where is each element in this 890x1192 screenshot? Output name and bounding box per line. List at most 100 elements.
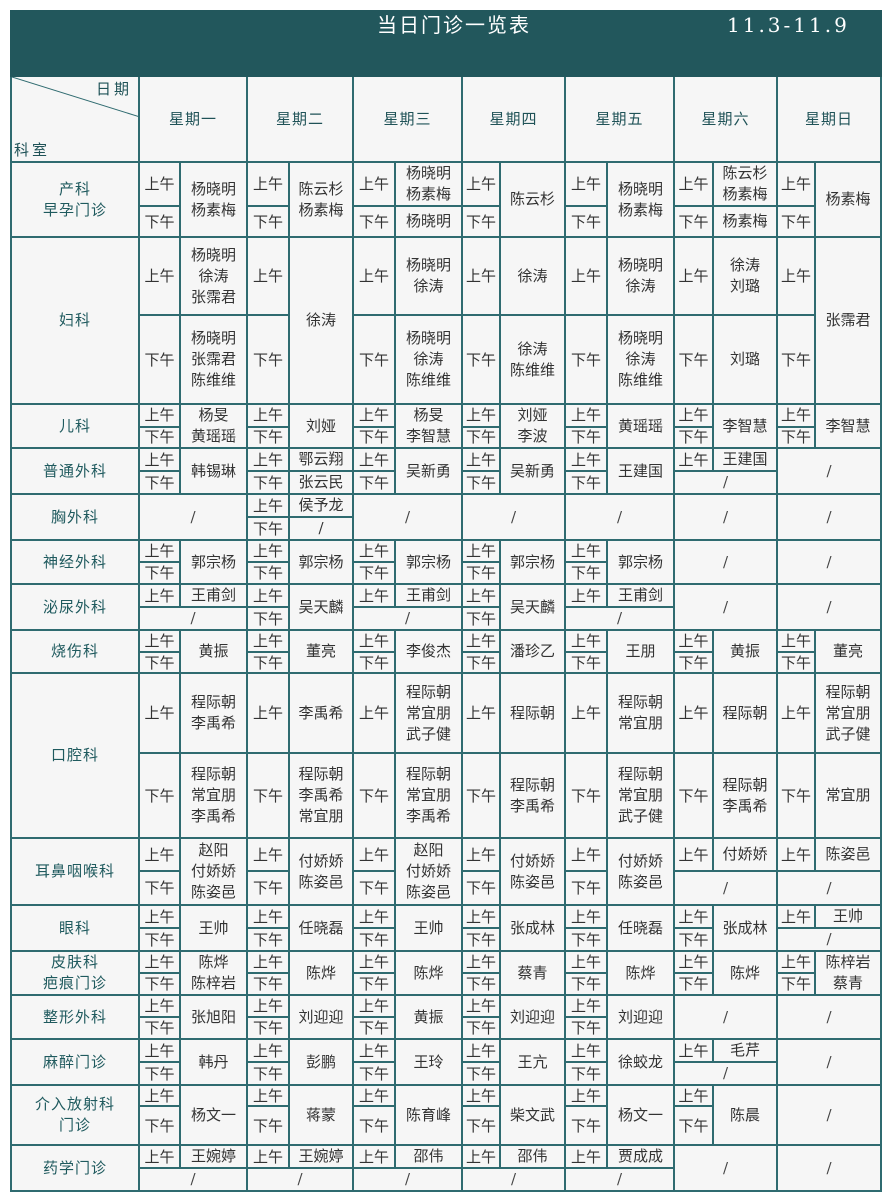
department-name: 神经外科 xyxy=(10,539,140,585)
day-header: 星期二 xyxy=(246,75,354,163)
am-doctor-names: 王甫剑 xyxy=(606,583,675,608)
dept-row-pm: 下午 下午 下午 下午 下午 下午 下午 xyxy=(11,425,881,449)
doctor-names: 杨旻 李智慧 xyxy=(394,403,463,449)
am-label: 上午 xyxy=(246,493,290,518)
am-label: 上午 xyxy=(138,672,181,754)
am-label: 上午 xyxy=(461,672,501,754)
am-label: 上午 xyxy=(352,904,396,929)
am-doctor-names: 程际朝 xyxy=(499,672,566,754)
am-label: 上午 xyxy=(246,629,290,653)
no-clinic-mark: / xyxy=(138,1167,248,1192)
doctor-names: 赵阳 付娇娇 陈姿邑 xyxy=(179,837,248,906)
pm-label: 下午 xyxy=(246,314,290,405)
dept-row-pm: 下午 下午 下午 下午 下午 xyxy=(11,1016,881,1040)
am-label: 上午 xyxy=(352,1038,396,1063)
date-range: 11.3-11.9 xyxy=(727,13,850,37)
am-label: 上午 xyxy=(352,837,396,872)
doctor-names: 杨文一 xyxy=(179,1084,248,1146)
doctor-names: 董亮 xyxy=(813,629,883,674)
am-label: 上午 xyxy=(461,447,501,472)
no-clinic-mark: / xyxy=(673,1061,778,1086)
pm-label: 下午 xyxy=(246,470,290,495)
pm-label: 下午 xyxy=(461,205,501,238)
doctor-names: 陈云杉 杨素梅 xyxy=(288,161,354,238)
doctor-names: 张成林 xyxy=(499,904,566,952)
department-name: 妇科 xyxy=(10,236,140,405)
pm-label: 下午 xyxy=(673,314,714,405)
am-label: 上午 xyxy=(246,904,290,929)
department-name: 麻醉门诊 xyxy=(10,1038,140,1086)
department-name: 药学门诊 xyxy=(10,1144,140,1192)
doctor-names: 蒋蒙 xyxy=(288,1084,354,1146)
pm-label: 下午 xyxy=(352,651,396,674)
pm-label: 下午 xyxy=(461,651,501,674)
pm-doctor-names: 程际朝 常宜朋 李禹希 xyxy=(394,752,463,839)
doctor-names: 王帅 xyxy=(394,904,463,952)
am-label: 上午 xyxy=(461,950,501,974)
no-clinic-mark: / xyxy=(775,1144,883,1192)
pm-label: 下午 xyxy=(776,752,816,839)
doctor-names: 陈云杉 xyxy=(499,161,566,238)
am-doctor-names: 杨晓明 杨素梅 xyxy=(394,161,463,207)
doctor-names: 蔡青 xyxy=(499,950,566,996)
am-label: 上午 xyxy=(461,236,501,316)
am-label: 上午 xyxy=(352,672,396,754)
pm-label: 下午 xyxy=(246,651,290,674)
no-clinic-mark: / xyxy=(564,1167,675,1192)
day-header: 星期六 xyxy=(673,75,778,163)
doctor-names: 黄振 xyxy=(712,629,778,674)
pm-label: 下午 xyxy=(246,927,290,952)
doctor-names: 吴新勇 xyxy=(394,447,463,495)
department-name: 儿科 xyxy=(10,403,140,449)
doctor-names: 郭宗杨 xyxy=(179,539,248,585)
department-name: 普通外科 xyxy=(10,447,140,495)
day-header: 星期四 xyxy=(461,75,566,163)
am-label: 上午 xyxy=(564,539,608,563)
department-name: 烧伤科 xyxy=(10,629,140,674)
am-label: 上午 xyxy=(564,629,608,653)
am-label: 上午 xyxy=(138,447,181,472)
no-clinic-mark: / xyxy=(564,606,675,631)
pm-label: 下午 xyxy=(461,606,501,631)
no-clinic-mark: / xyxy=(775,583,883,631)
pm-label: 下午 xyxy=(461,752,501,839)
am-label: 上午 xyxy=(461,539,501,563)
pm-label: 下午 xyxy=(352,1061,396,1086)
am-label: 上午 xyxy=(564,1038,608,1063)
pm-label: 下午 xyxy=(246,972,290,996)
pm-label: 下午 xyxy=(673,752,714,839)
am-label: 上午 xyxy=(138,629,181,653)
doctor-names: 吴新勇 xyxy=(499,447,566,495)
am-label: 上午 xyxy=(564,583,608,608)
pm-label: 下午 xyxy=(352,314,396,405)
am-label: 上午 xyxy=(352,539,396,563)
day-header: 星期三 xyxy=(352,75,463,163)
doctor-names: 刘迎迎 xyxy=(288,994,354,1040)
dept-row-am: 眼科 上午 王帅 上午 任晓磊 上午 王帅 上午 张成林 上午 任晓磊 上午 张成林 上午 王帅 xyxy=(10,904,883,952)
am-label: 上午 xyxy=(564,1144,608,1169)
pm-doctor-names: / xyxy=(288,516,354,541)
am-label: 上午 xyxy=(138,904,181,929)
doctor-names: 韩丹 xyxy=(179,1038,248,1086)
am-label: 上午 xyxy=(246,583,290,608)
doctor-names: 杨素梅 xyxy=(813,161,883,238)
pm-label: 下午 xyxy=(776,314,816,405)
doctor-names: 陈烨 xyxy=(288,950,354,996)
corner-header: 日期 科室 xyxy=(10,75,140,163)
doctor-names: 陈烨 陈梓岩 xyxy=(179,950,248,996)
title-bar: 当日门诊一览表 11.3-11.9 xyxy=(9,10,883,77)
am-label: 上午 xyxy=(673,672,714,754)
doctor-names: 郭宗杨 xyxy=(499,539,566,585)
am-label: 上午 xyxy=(352,629,396,653)
pm-label: 下午 xyxy=(564,1061,608,1086)
doctor-names: 王帅 xyxy=(179,904,248,952)
am-label: 上午 xyxy=(564,994,608,1018)
dept-row-am: 药学门诊 上午 王婉婷 上午 王婉婷 上午 邵伟 上午 邵伟 上午 贾成成 / / xyxy=(10,1144,883,1192)
doctor-names: 黄振 xyxy=(394,994,463,1040)
pm-label: 下午 xyxy=(246,205,290,238)
am-label: 上午 xyxy=(673,904,714,929)
pm-label: 下午 xyxy=(352,870,396,906)
doctor-names: 郭宗杨 xyxy=(288,539,354,585)
doctor-names: 徐涛 xyxy=(288,236,354,405)
pm-label: 下午 xyxy=(246,1016,290,1040)
